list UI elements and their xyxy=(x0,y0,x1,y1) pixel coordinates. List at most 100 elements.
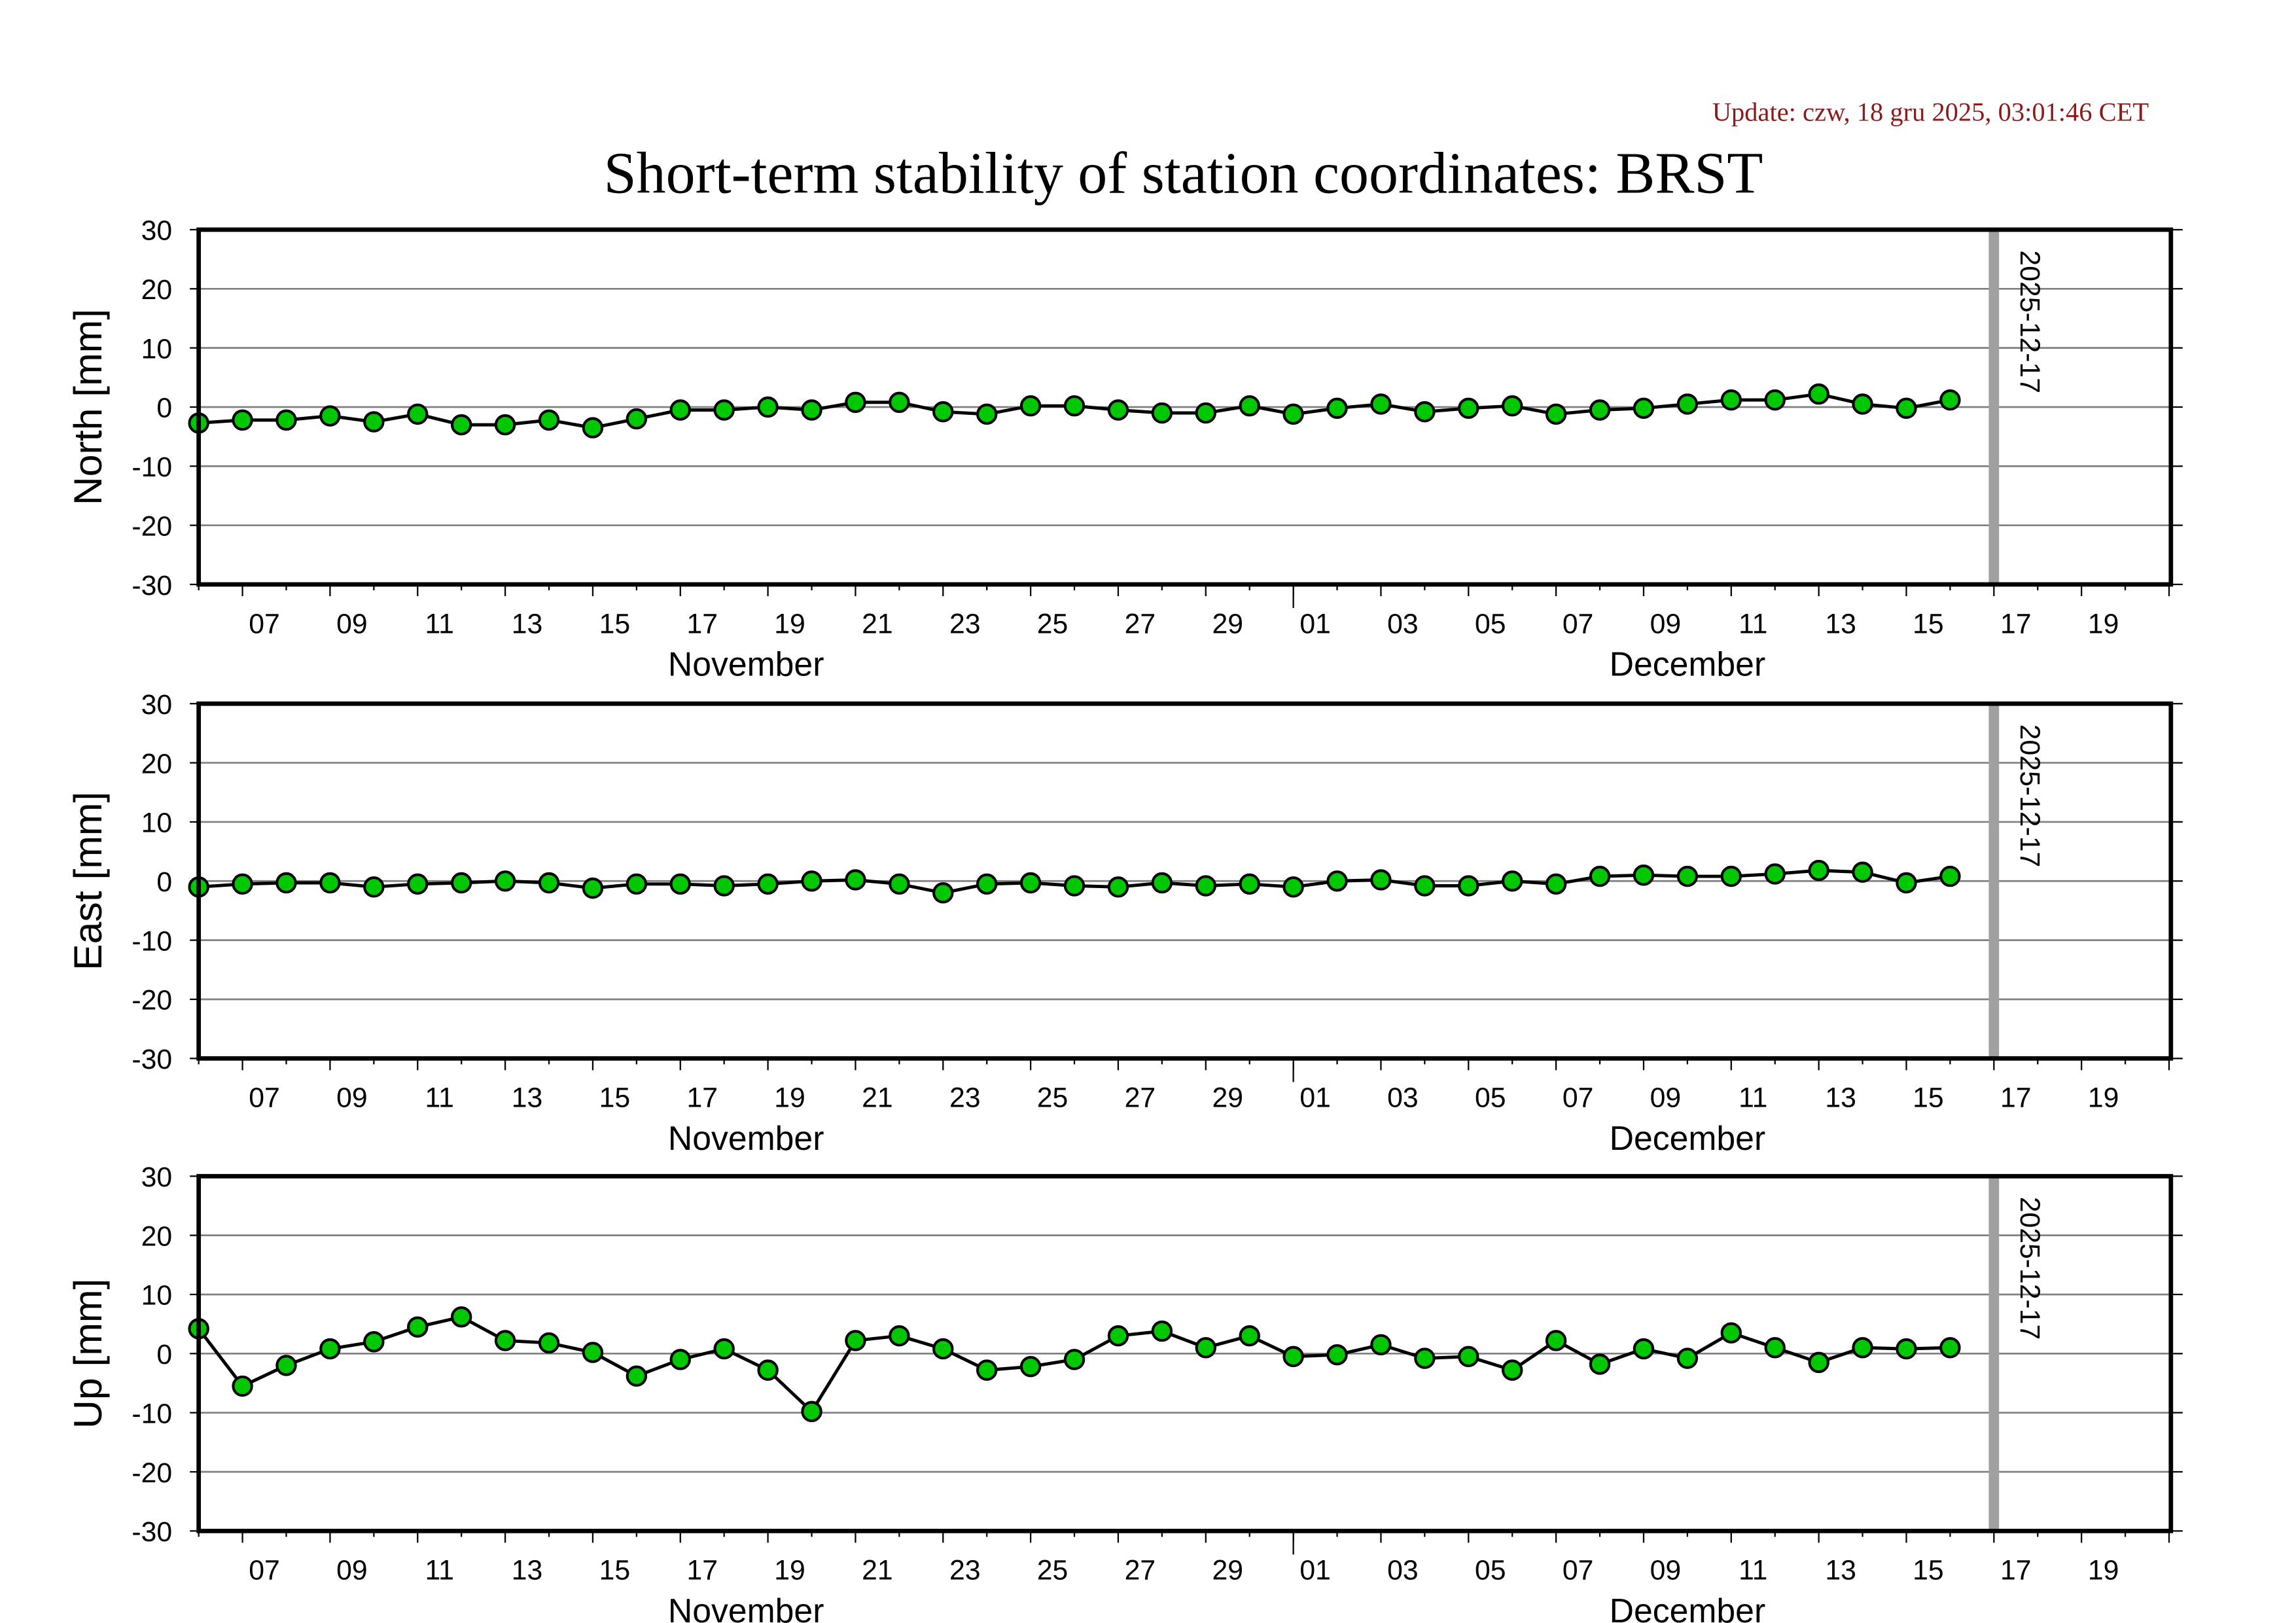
data-point xyxy=(1764,863,1786,885)
x-tick-label: 19 xyxy=(2088,1082,2119,1114)
x-tick-label: 07 xyxy=(249,1082,280,1114)
data-point xyxy=(1720,389,1742,411)
y-tick-label: -20 xyxy=(132,985,172,1016)
x-tick-label: 07 xyxy=(1563,1082,1594,1114)
data-point xyxy=(1502,870,1523,892)
plot-frame xyxy=(196,701,2174,1061)
data-point xyxy=(232,1375,253,1397)
data-point xyxy=(538,409,560,431)
x-tick-label: 21 xyxy=(862,1555,893,1586)
x-tick-label: 05 xyxy=(1475,1555,1506,1586)
data-point xyxy=(976,1359,998,1381)
data-point xyxy=(1852,393,1873,415)
data-point xyxy=(1414,1347,1436,1369)
data-point xyxy=(582,1342,604,1363)
x-tick-label: 09 xyxy=(1650,1555,1682,1586)
data-point xyxy=(1676,865,1699,887)
x-tick-label: 17 xyxy=(686,608,718,639)
x-tick-label: 07 xyxy=(1563,1555,1594,1586)
data-point xyxy=(757,1359,779,1381)
x-tick-label: 05 xyxy=(1475,608,1506,639)
y-tick-label: 20 xyxy=(141,748,173,779)
data-point xyxy=(494,1330,516,1351)
data-point xyxy=(1282,403,1304,425)
y-tick-label: 0 xyxy=(156,1339,172,1370)
x-tick-label: 29 xyxy=(1212,1555,1243,1586)
x-tick-label: 15 xyxy=(599,608,631,639)
x-tick-label: 01 xyxy=(1299,1555,1331,1586)
data-point xyxy=(932,1338,954,1360)
data-point xyxy=(1019,395,1042,417)
x-tick-label: 17 xyxy=(2000,1555,2032,1586)
data-point xyxy=(1326,397,1348,419)
data-point xyxy=(801,399,822,421)
data-point xyxy=(232,873,253,895)
y-tick-label: 10 xyxy=(141,808,173,839)
x-tick-label: 11 xyxy=(425,1555,454,1586)
x-tick-label: 09 xyxy=(336,1082,368,1114)
x-tick-label: 15 xyxy=(599,1082,631,1114)
x-tick-label: 13 xyxy=(512,1082,543,1114)
y-tick-label: -20 xyxy=(132,1457,172,1489)
data-point xyxy=(713,875,735,897)
x-tick-label: 03 xyxy=(1387,1555,1419,1586)
data-point xyxy=(889,1325,910,1347)
data-point xyxy=(363,1331,385,1353)
x-tick-label: 11 xyxy=(1739,608,1767,639)
x-tick-label: 23 xyxy=(949,608,981,639)
x-tick-label: 13 xyxy=(1825,608,1856,639)
data-point xyxy=(1326,1344,1348,1366)
date-marker-label: 2025-12-17 xyxy=(2014,724,2045,868)
x-tick-label: 03 xyxy=(1387,608,1419,639)
data-point xyxy=(1107,876,1129,898)
panel-east: 30 20 10 0 -10 -20 -30 East [mm] 2025-12-17 07 09 1… xyxy=(65,689,2183,1157)
data-point xyxy=(450,872,472,894)
data-point xyxy=(1370,1334,1392,1355)
y-axis-label: East [mm] xyxy=(65,792,110,971)
data-point xyxy=(1939,389,1961,411)
x-tick-label: 13 xyxy=(512,608,543,639)
data-point xyxy=(407,873,429,895)
x-tick-label: 25 xyxy=(1037,1082,1069,1114)
y-tick-label: 30 xyxy=(141,1162,173,1193)
x-tick-label: 27 xyxy=(1125,1082,1156,1114)
data-point xyxy=(1808,1351,1829,1374)
data-point xyxy=(538,872,560,894)
data-point xyxy=(450,414,472,436)
data-point xyxy=(275,409,297,431)
x-tick-label: 19 xyxy=(774,1082,805,1114)
data-point xyxy=(1370,393,1392,415)
data-point xyxy=(1370,869,1392,891)
y-tick-label: -30 xyxy=(132,1516,172,1548)
data-point xyxy=(713,399,735,421)
y-tick-label: -10 xyxy=(132,1398,172,1429)
data-point xyxy=(582,877,604,899)
data-point xyxy=(1195,1337,1216,1359)
data-point xyxy=(669,873,691,895)
x-tick-label: 07 xyxy=(1563,608,1594,639)
data-point xyxy=(1545,1330,1567,1351)
x-tick-label: 09 xyxy=(1650,608,1682,639)
x-tick-label: 21 xyxy=(862,608,893,639)
x-tick-label: 19 xyxy=(2088,1555,2119,1586)
data-point xyxy=(932,882,954,904)
data-point xyxy=(1896,1338,1917,1360)
data-point xyxy=(1939,1337,1961,1359)
data-point xyxy=(1676,1347,1699,1369)
x-tick-label: 25 xyxy=(1037,608,1069,639)
data-point xyxy=(626,408,648,430)
data-point xyxy=(494,414,516,436)
y-tick-label: -20 xyxy=(132,510,172,542)
data-point xyxy=(845,1330,866,1351)
y-tick-label: 30 xyxy=(141,215,173,247)
data-point xyxy=(1458,875,1479,897)
x-tick-label: 19 xyxy=(774,1555,805,1586)
data-point xyxy=(889,873,910,895)
panel-up: 30 20 10 0 -10 -20 -30 Up [mm] 2025-12-17 07 09 11 1… xyxy=(65,1162,2183,1623)
x-tick-label: 27 xyxy=(1125,608,1156,639)
x-tick-label: 01 xyxy=(1299,608,1331,639)
x-tick-label: 15 xyxy=(1913,1555,1944,1586)
data-point xyxy=(1458,1346,1479,1368)
data-point xyxy=(1195,875,1216,897)
